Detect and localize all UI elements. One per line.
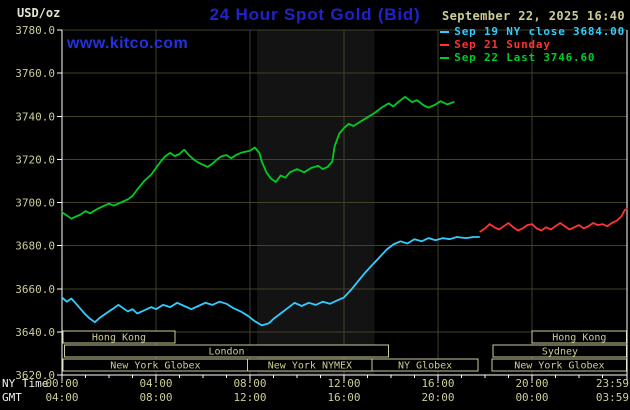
legend-item: Sep 22 Last 3746.60	[440, 51, 625, 64]
x-tick-label-gmt: 12:00	[233, 391, 266, 404]
session-label: London	[208, 347, 244, 358]
ny-time-label: NY Time	[2, 377, 48, 390]
chart-title: 24 Hour Spot Gold (Bid)	[209, 5, 421, 24]
session-box	[371, 358, 479, 372]
x-tick-label-ny: 20:00	[515, 377, 548, 390]
y-tick-label: 3720.0	[15, 153, 55, 166]
y-tick-label: 3640.0	[15, 326, 55, 339]
session-label: Hong Kong	[92, 333, 146, 344]
gmt-label: GMT	[2, 391, 22, 404]
y-tick-label: 3780.0	[15, 24, 55, 37]
session-label: New York NYMEX	[268, 361, 352, 372]
legend-marker-icon	[440, 43, 450, 46]
x-tick-label-ny: 16:00	[421, 377, 454, 390]
datetime-label: September 22, 2025 16:40	[442, 9, 625, 23]
series-sep22	[61, 95, 455, 220]
session-label: Hong Kong	[552, 333, 606, 344]
legend-marker-icon	[440, 30, 450, 33]
x-tick-label-gmt: 00:00	[515, 391, 548, 404]
kitco-link[interactable]: www.kitco.com	[67, 35, 189, 52]
series-sep21	[479, 208, 628, 233]
series-sep19	[61, 236, 481, 327]
legend: Sep 19 NY close 3684.00 Sep 21 Sunday Sep …	[440, 25, 625, 64]
session-box	[62, 330, 176, 344]
y-tick-label: 3700.0	[15, 197, 55, 210]
legend-label: Sep 21 Sunday	[454, 38, 551, 51]
session-label: NY Globex	[398, 361, 452, 372]
x-tick-label-gmt: 03:59	[596, 391, 629, 404]
session-box	[63, 344, 390, 358]
x-tick-label-gmt: 20:00	[421, 391, 454, 404]
session-label: New York Globex	[110, 361, 200, 372]
legend-item: Sep 19 NY close 3684.00	[440, 25, 625, 38]
y-tick-label: 3660.0	[15, 283, 55, 296]
legend-marker-icon	[440, 56, 450, 59]
session-label: New York Globex	[514, 361, 604, 372]
legend-label: Sep 19 NY close 3684.00	[454, 25, 625, 38]
y-tick-label: 3740.0	[15, 110, 55, 123]
y-tick-label: 3760.0	[15, 67, 55, 80]
x-tick-label-ny: 12:00	[327, 377, 360, 390]
x-tick-label-ny: 08:00	[233, 377, 266, 390]
y-tick-label: 3680.0	[15, 240, 55, 253]
units-label: USD/oz	[17, 6, 61, 20]
x-tick-label-ny: 04:00	[139, 377, 172, 390]
x-tick-label-ny: 00:00	[45, 377, 78, 390]
legend-item: Sep 21 Sunday	[440, 38, 625, 51]
legend-label: Sep 22 Last 3746.60	[454, 51, 596, 64]
x-tick-label-ny: 23:59	[596, 377, 629, 390]
y-tick-label: 3620.0	[15, 369, 55, 382]
x-tick-label-gmt: 04:00	[45, 391, 78, 404]
x-tick-label-gmt: 16:00	[327, 391, 360, 404]
session-label: Sydney	[542, 347, 578, 358]
x-tick-label-gmt: 08:00	[139, 391, 172, 404]
